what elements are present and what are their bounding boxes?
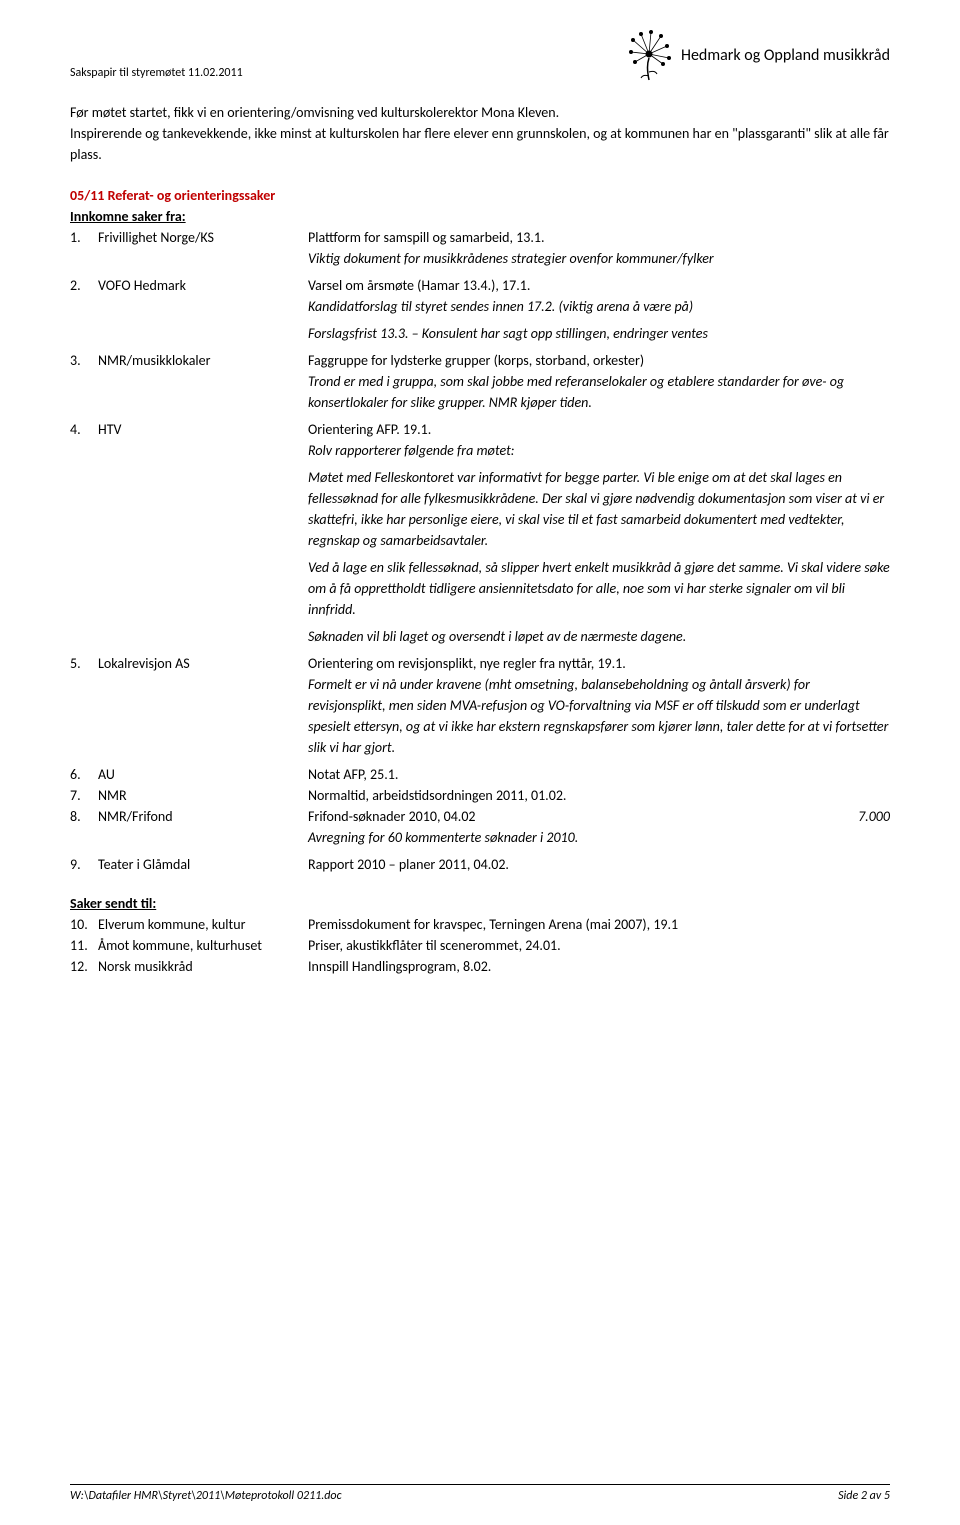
- item-note: Formelt er vi nå under kravene (mht omse…: [308, 674, 890, 758]
- item-number: 7.: [70, 785, 98, 806]
- footer-path: W:\Datafiler HMR\Styret\2011\Møteprotoko…: [70, 1487, 342, 1505]
- top-label: Sakspapir til styremøtet 11.02.2011: [70, 64, 243, 82]
- intro-block: Før møtet startet, fikk vi en orienterin…: [70, 102, 890, 165]
- item-number: 3.: [70, 350, 98, 371]
- item-note: Ved å lage en slik fellessøknad, så slip…: [308, 557, 890, 620]
- list-item: 2.VOFO HedmarkVarsel om årsmøte (Hamar 1…: [70, 275, 890, 350]
- item-note: Avregning for 60 kommenterte søknader i …: [308, 827, 890, 848]
- item-number: 5.: [70, 653, 98, 674]
- item-line: Notat AFP, 25.1.: [308, 764, 890, 785]
- header: Sakspapir til styremøtet 11.02.2011 Hedm: [70, 30, 890, 82]
- item-body: Normaltid, arbeidstidsordningen 2011, 01…: [308, 785, 890, 806]
- list-item: 8.NMR/Frifond7.000Frifond-søknader 2010,…: [70, 806, 890, 854]
- item-sender: NMR: [98, 785, 308, 806]
- item-note: Rolv rapporterer følgende fra møtet:: [308, 440, 890, 461]
- item-body: Priser, akustikkflåter til scenerommet, …: [308, 935, 890, 956]
- list-item: 3.NMR/musikklokalerFaggruppe for lydster…: [70, 350, 890, 419]
- item-sender: Norsk musikkråd: [98, 956, 308, 977]
- list-item: 12.Norsk musikkrådInnspill Handlingsprog…: [70, 956, 890, 977]
- item-note: Søknaden vil bli laget og oversendt i lø…: [308, 626, 890, 647]
- logo-text: Hedmark og Oppland musikkråd: [681, 44, 890, 68]
- sent-list: 10.Elverum kommune, kulturPremissdokumen…: [70, 914, 890, 977]
- item-body: Notat AFP, 25.1.: [308, 764, 890, 785]
- item-line: Rapport 2010 – planer 2011, 04.02.: [308, 854, 890, 875]
- item-sender: NMR/musikklokaler: [98, 350, 308, 371]
- item-sender: Elverum kommune, kultur: [98, 914, 308, 935]
- intro-line-2: Inspirerende og tankevekkende, ikke mins…: [70, 123, 890, 165]
- footer-page: Side 2 av 5: [838, 1487, 890, 1505]
- dandelion-icon: [625, 30, 673, 82]
- list-item: 11.Åmot kommune, kulturhusetPriser, akus…: [70, 935, 890, 956]
- list-item: 1.Frivillighet Norge/KSPlattform for sam…: [70, 227, 890, 275]
- item-body: 7.000Frifond-søknader 2010, 04.02Avregni…: [308, 806, 890, 854]
- item-sender: Frivillighet Norge/KS: [98, 227, 308, 248]
- item-number: 8.: [70, 806, 98, 827]
- item-body: Faggruppe for lydsterke grupper (korps, …: [308, 350, 890, 419]
- item-number: 9.: [70, 854, 98, 875]
- item-body: Premissdokument for kravspec, Terningen …: [308, 914, 890, 935]
- item-sender: Teater i Glåmdal: [98, 854, 308, 875]
- item-sender: AU: [98, 764, 308, 785]
- list-item: 5.Lokalrevisjon ASOrientering om revisjo…: [70, 653, 890, 764]
- item-line: Varsel om årsmøte (Hamar 13.4.), 17.1.: [308, 275, 890, 296]
- item-body: Orientering om revisjonsplikt, nye regle…: [308, 653, 890, 764]
- item-number: 2.: [70, 275, 98, 296]
- list-item: 10.Elverum kommune, kulturPremissdokumen…: [70, 914, 890, 935]
- logo: Hedmark og Oppland musikkråd: [625, 30, 890, 82]
- item-body: Varsel om årsmøte (Hamar 13.4.), 17.1.Ka…: [308, 275, 890, 350]
- list-item: 4.HTVOrientering AFP. 19.1.Rolv rapporte…: [70, 419, 890, 653]
- item-line: Innspill Handlingsprogram, 8.02.: [308, 956, 890, 977]
- footer: W:\Datafiler HMR\Styret\2011\Møteprotoko…: [70, 1484, 890, 1505]
- item-sender: HTV: [98, 419, 308, 440]
- item-note: Trond er med i gruppa, som skal jobbe me…: [308, 371, 890, 413]
- item-number: 1.: [70, 227, 98, 248]
- list-item: 9.Teater i GlåmdalRapport 2010 – planer …: [70, 854, 890, 875]
- item-body: Orientering AFP. 19.1.Rolv rapporterer f…: [308, 419, 890, 653]
- item-body: Rapport 2010 – planer 2011, 04.02.: [308, 854, 890, 875]
- item-body: Innspill Handlingsprogram, 8.02.: [308, 956, 890, 977]
- incoming-heading: Innkomne saker fra:: [70, 206, 890, 227]
- sent-heading: Saker sendt til:: [70, 893, 890, 914]
- item-line: Plattform for samspill og samarbeid, 13.…: [308, 227, 890, 248]
- item-line: 7.000Frifond-søknader 2010, 04.02: [308, 806, 890, 827]
- item-line: Premissdokument for kravspec, Terningen …: [308, 914, 890, 935]
- item-number: 6.: [70, 764, 98, 785]
- item-note: Forslagsfrist 13.3. – Konsulent har sagt…: [308, 323, 890, 344]
- list-item: 6.AUNotat AFP, 25.1.: [70, 764, 890, 785]
- item-sender: Lokalrevisjon AS: [98, 653, 308, 674]
- item-number: 12.: [70, 956, 98, 977]
- item-line: Orientering AFP. 19.1.: [308, 419, 890, 440]
- item-sender: VOFO Hedmark: [98, 275, 308, 296]
- item-body: Plattform for samspill og samarbeid, 13.…: [308, 227, 890, 275]
- item-sender: NMR/Frifond: [98, 806, 308, 827]
- item-sender: Åmot kommune, kulturhuset: [98, 935, 308, 956]
- item-note: Møtet med Felleskontoret var informativt…: [308, 467, 890, 551]
- item-note: Viktig dokument for musikkrådenes strate…: [308, 248, 890, 269]
- intro-line-1: Før møtet startet, fikk vi en orienterin…: [70, 102, 890, 123]
- item-number: 10.: [70, 914, 98, 935]
- item-line: Orientering om revisjonsplikt, nye regle…: [308, 653, 890, 674]
- item-amount: 7.000: [858, 806, 890, 827]
- item-number: 11.: [70, 935, 98, 956]
- item-note: Kandidatforslag til styret sendes innen …: [308, 296, 890, 317]
- item-line: Normaltid, arbeidstidsordningen 2011, 01…: [308, 785, 890, 806]
- list-item: 7.NMRNormaltid, arbeidstidsordningen 201…: [70, 785, 890, 806]
- item-line: Priser, akustikkflåter til scenerommet, …: [308, 935, 890, 956]
- item-number: 4.: [70, 419, 98, 440]
- section-title: 05/11 Referat- og orienteringssaker: [70, 185, 890, 206]
- item-line: Faggruppe for lydsterke grupper (korps, …: [308, 350, 890, 371]
- incoming-list: 1.Frivillighet Norge/KSPlattform for sam…: [70, 227, 890, 875]
